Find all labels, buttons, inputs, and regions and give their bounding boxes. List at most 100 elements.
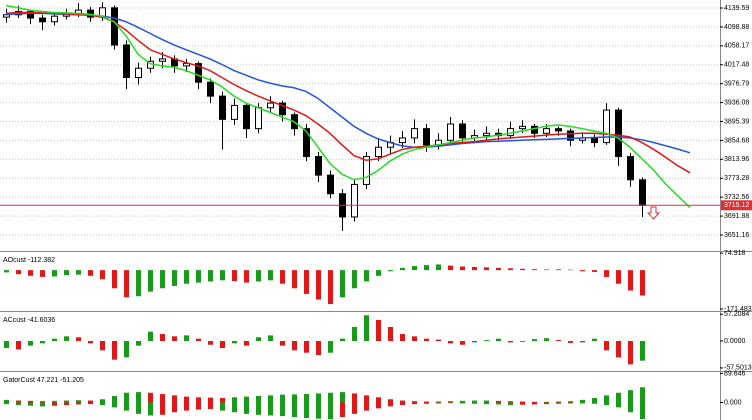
histogram-bar [52,338,57,341]
candle-body [639,179,646,206]
histogram-bar [604,341,609,351]
y-tick-label: 89.646 [724,370,746,377]
histogram-bar [472,341,477,343]
histogram-bar [160,402,165,415]
y-tick-label: 4139.59 [724,5,749,12]
histogram-bar [472,402,477,404]
histogram-bar [244,402,249,414]
y-tick-label: 3895.39 [724,118,749,125]
histogram-bar [4,341,9,349]
histogram-bar [448,341,453,344]
histogram-bar [208,341,213,345]
histogram-bar [460,341,465,345]
histogram-bar [112,341,117,360]
candle-body [27,11,34,19]
histogram-bar [376,319,381,341]
histogram-bar [280,341,285,346]
histogram-bar [328,402,333,420]
histogram-bar [460,402,465,404]
histogram-bar [316,341,321,356]
histogram-bar [172,270,177,286]
histogram-bar [544,338,549,341]
y-tick-label: 3936.08 [724,99,749,106]
histogram-bar [316,393,321,403]
histogram-bar [16,400,21,403]
histogram-bar [232,341,237,344]
histogram-bar [364,270,369,282]
histogram-bar [436,264,441,271]
histogram-bar [148,392,153,403]
histogram-bar [484,340,489,341]
histogram-bar [304,341,309,353]
histogram-bar [436,401,441,403]
histogram-bar [400,267,405,271]
candle-body [591,137,598,144]
y-tick-label: 3651.16 [724,232,749,239]
histogram-bar [592,338,597,341]
histogram-bar [628,390,633,403]
histogram-bar [592,402,597,404]
histogram-bar [100,270,105,280]
histogram-bar [424,401,429,403]
histogram-bar [160,394,165,403]
histogram-bar [592,397,597,403]
histogram-bar [40,270,45,277]
histogram-bar [16,270,21,275]
y-tick-label: -171.483 [724,306,752,313]
histogram-bar [580,270,585,272]
histogram-bar [16,402,21,406]
y-tick-label: 3813.96 [724,156,749,163]
y-tick-label: 4098.88 [724,24,749,31]
histogram-bar [124,341,129,358]
y-tick-label: 0.0000 [724,338,746,345]
histogram-bar [412,336,417,341]
histogram-bar [172,402,177,413]
y-tick-label: 4058.17 [724,43,749,50]
histogram-bar [388,326,393,341]
histogram-bar [604,402,609,406]
candle-body [159,58,166,62]
histogram-bar [268,402,273,416]
histogram-bar [568,341,573,343]
histogram-bar [520,341,525,342]
y-tick-label: 0.000 [724,399,742,406]
histogram-bar [472,266,477,271]
histogram-bar [388,270,393,272]
histogram-bar [64,336,69,341]
candle-body [123,44,130,79]
histogram-bar [52,400,57,403]
histogram-bar [400,400,405,403]
histogram-bar [88,400,93,403]
histogram-bar [316,270,321,300]
panel-title: ACcust -41.6036 [3,317,55,324]
candle-body [231,104,238,120]
candle-body [183,63,190,67]
histogram-bar [508,402,513,406]
histogram-bar [544,402,549,405]
histogram-bar [64,402,69,406]
histogram-bar [340,270,345,298]
histogram-bar [508,401,513,403]
candle-body [315,156,322,176]
histogram-bar [352,270,357,289]
histogram-bar [100,399,105,403]
histogram-bar [196,338,201,341]
histogram-bar [172,336,177,341]
histogram-bar [616,270,621,284]
candle-body [399,137,406,144]
histogram-bar [88,270,93,276]
histogram-bar [532,269,537,271]
histogram-bar [40,401,45,403]
histogram-bar [64,400,69,403]
histogram-bar [148,270,153,292]
y-tick-label: -57.5013 [724,365,752,372]
histogram-bar [640,387,645,403]
histogram-bar [484,267,489,271]
candle-body [207,81,214,97]
histogram-bar [256,270,261,282]
histogram-bar [28,270,33,276]
last-price-label: 3715.12 [724,202,749,209]
histogram-bar [328,392,333,403]
histogram-bar [508,341,513,343]
